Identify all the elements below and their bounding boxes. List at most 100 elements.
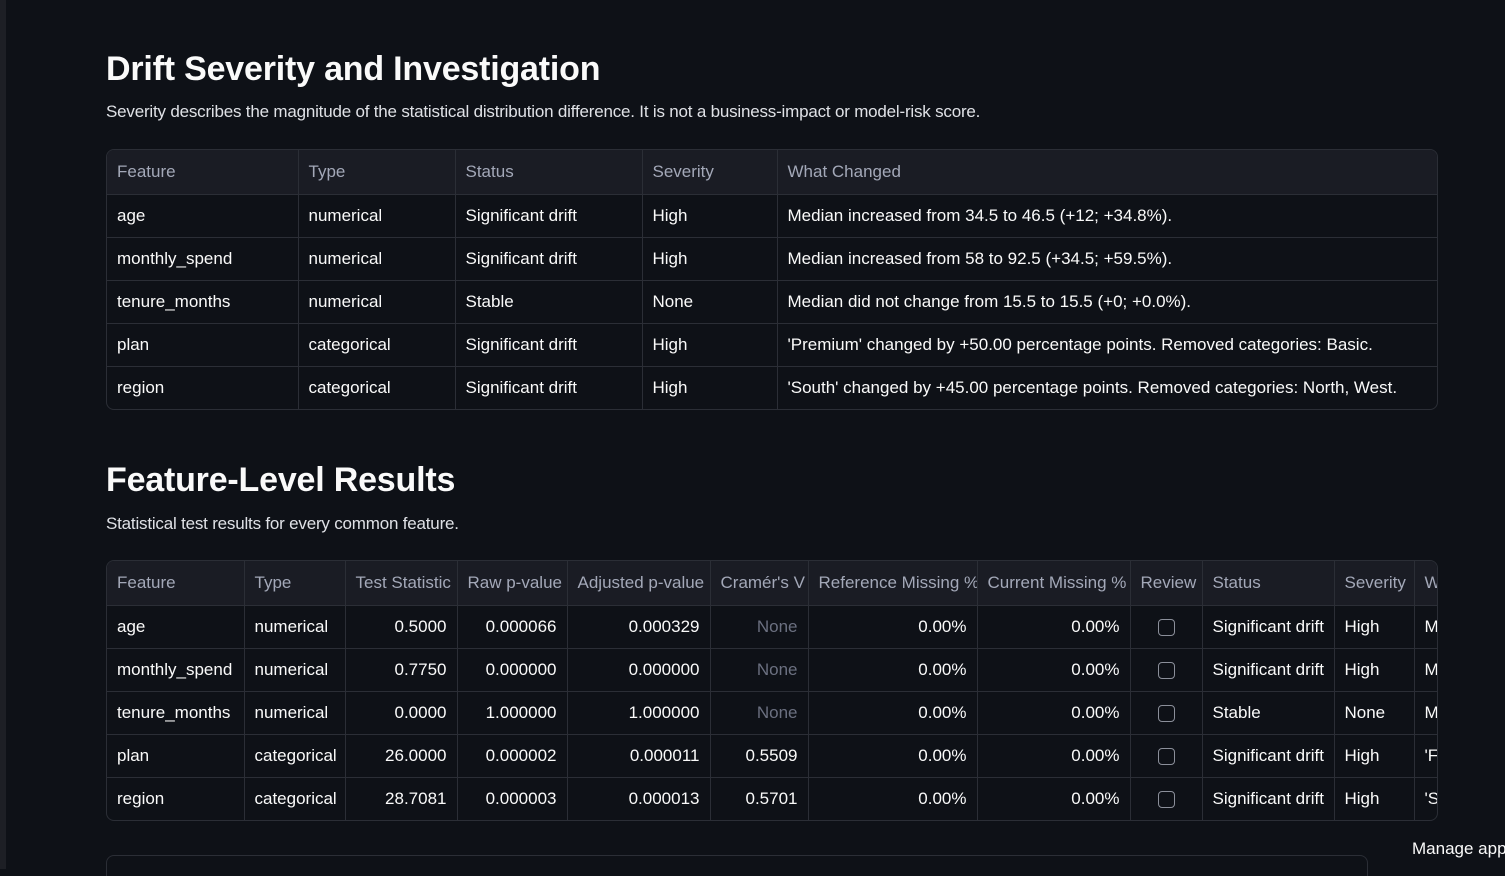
cell-feature[interactable]: plan — [107, 734, 245, 778]
cell-test-statistic[interactable]: 26.0000 — [345, 734, 458, 778]
cell-status[interactable]: Significant drift — [455, 323, 643, 367]
cell-status[interactable]: Significant drift — [1202, 648, 1335, 692]
column-header[interactable]: Severity — [642, 150, 778, 195]
column-header[interactable]: Cramér's V — [710, 561, 809, 606]
review-checkbox[interactable] — [1157, 704, 1175, 722]
column-header[interactable]: What Changed — [777, 150, 1437, 195]
table-row[interactable]: tenure_months numerical Stable None Medi… — [107, 280, 1437, 324]
cell-feature[interactable]: region — [107, 366, 299, 409]
cell-status[interactable]: Significant drift — [1202, 777, 1335, 820]
cell-status[interactable]: Stable — [455, 280, 643, 324]
cell-type[interactable]: numerical — [244, 648, 346, 692]
review-checkbox[interactable] — [1157, 747, 1175, 765]
column-header[interactable]: Test Statistic — [345, 561, 458, 606]
cell-what-changed[interactable]: M — [1414, 691, 1437, 735]
cell-type[interactable]: numerical — [298, 237, 456, 281]
cell-current-missing[interactable]: 0.00% — [977, 648, 1131, 692]
cell-type[interactable]: categorical — [298, 323, 456, 367]
cell-review[interactable] — [1130, 734, 1203, 778]
column-header[interactable]: Type — [298, 150, 456, 195]
table-row[interactable]: plan categorical Significant drift High … — [107, 323, 1437, 367]
table-row[interactable]: age numerical Significant drift High Med… — [107, 194, 1437, 238]
cell-severity[interactable]: None — [642, 280, 778, 324]
cell-severity[interactable]: High — [642, 323, 778, 367]
cell-review[interactable] — [1130, 648, 1203, 692]
cell-status[interactable]: Stable — [1202, 691, 1335, 735]
table-row[interactable]: monthly_spend numerical 0.7750 0.000000 … — [107, 648, 1437, 692]
cell-cramers-v[interactable]: 0.5509 — [710, 734, 809, 778]
drift-severity-table[interactable]: Feature Type Status Severity What Change… — [106, 149, 1438, 410]
table-row[interactable]: tenure_months numerical 0.0000 1.000000 … — [107, 691, 1437, 735]
cell-review[interactable] — [1130, 777, 1203, 820]
column-header[interactable]: Feature — [107, 150, 299, 195]
cell-type[interactable]: numerical — [298, 280, 456, 324]
cell-what-changed[interactable]: 'South' changed by +45.00 percentage poi… — [787, 377, 1398, 397]
cell-what-changed[interactable]: Median increased from 58 to 92.5 (+34.5;… — [777, 237, 1437, 281]
column-header[interactable]: W — [1414, 561, 1437, 606]
cell-test-statistic[interactable]: 28.7081 — [345, 777, 458, 820]
cell-status[interactable]: Significant drift — [455, 237, 643, 281]
cell-feature[interactable]: age — [107, 605, 245, 649]
cell-what-changed[interactable]: 'S — [1424, 788, 1438, 808]
cell-feature[interactable]: region — [107, 777, 245, 820]
cell-severity[interactable]: None — [1334, 691, 1415, 735]
column-header[interactable]: Raw p-value — [457, 561, 568, 606]
table-row[interactable]: age numerical 0.5000 0.000066 0.000329 N… — [107, 605, 1437, 649]
cell-reference-missing[interactable]: 0.00% — [808, 648, 978, 692]
cell-raw-p-value[interactable]: 0.000002 — [457, 734, 568, 778]
cell-adjusted-p-value[interactable]: 0.000011 — [567, 734, 711, 778]
cell-feature[interactable]: tenure_months — [107, 691, 245, 735]
cell-reference-missing[interactable]: 0.00% — [808, 777, 978, 820]
cell-current-missing[interactable]: 0.00% — [977, 777, 1131, 820]
cell-what-changed[interactable]: 'F — [1414, 734, 1437, 778]
cell-severity[interactable]: High — [642, 366, 778, 409]
cell-what-changed[interactable]: M — [1414, 605, 1437, 649]
cell-raw-p-value[interactable]: 0.000066 — [457, 605, 568, 649]
column-header[interactable]: Feature — [107, 561, 245, 606]
cell-what-changed[interactable]: M — [1414, 648, 1437, 692]
cell-severity[interactable]: High — [642, 194, 778, 238]
cell-what-changed[interactable]: Median increased from 34.5 to 46.5 (+12;… — [777, 194, 1437, 238]
cell-severity[interactable]: High — [642, 237, 778, 281]
table-row[interactable]: region categorical 28.7081 0.000003 0.00… — [107, 777, 1438, 820]
cell-status[interactable]: Significant drift — [455, 366, 643, 409]
cell-feature[interactable]: plan — [107, 323, 299, 367]
manage-app-button[interactable]: Manage app — [1380, 829, 1505, 869]
review-checkbox[interactable] — [1157, 790, 1175, 808]
cell-cramers-v[interactable]: 0.5701 — [710, 777, 809, 820]
cell-adjusted-p-value[interactable]: 0.000000 — [567, 648, 711, 692]
cell-current-missing[interactable]: 0.00% — [977, 605, 1131, 649]
cell-test-statistic[interactable]: 0.0000 — [345, 691, 458, 735]
cell-what-changed[interactable]: Median did not change from 15.5 to 15.5 … — [777, 280, 1437, 324]
column-header[interactable]: Status — [455, 150, 643, 195]
review-checkbox[interactable] — [1157, 661, 1175, 679]
cell-what-changed[interactable]: 'Premium' changed by +50.00 percentage p… — [777, 323, 1437, 367]
cell-cramers-v[interactable]: None — [710, 605, 809, 649]
cell-raw-p-value[interactable]: 0.000000 — [457, 648, 568, 692]
cell-feature[interactable]: monthly_spend — [107, 237, 299, 281]
cell-current-missing[interactable]: 0.00% — [977, 734, 1131, 778]
cell-adjusted-p-value[interactable]: 0.000329 — [567, 605, 711, 649]
column-header[interactable]: Status — [1202, 561, 1335, 606]
cell-cramers-v[interactable]: None — [710, 691, 809, 735]
cell-status[interactable]: Significant drift — [1202, 605, 1335, 649]
cell-current-missing[interactable]: 0.00% — [977, 691, 1131, 735]
cell-type[interactable]: numerical — [244, 605, 346, 649]
table-row[interactable]: region categorical Significant drift Hig… — [107, 366, 1437, 409]
column-header[interactable]: Reference Missing % — [808, 561, 978, 606]
cell-type[interactable]: numerical — [298, 194, 456, 238]
cell-raw-p-value[interactable]: 1.000000 — [457, 691, 568, 735]
cell-test-statistic[interactable]: 0.5000 — [345, 605, 458, 649]
cell-raw-p-value[interactable]: 0.000003 — [457, 777, 568, 820]
cell-feature[interactable]: tenure_months — [107, 280, 299, 324]
cell-type[interactable]: numerical — [244, 691, 346, 735]
column-header[interactable]: Current Missing % — [977, 561, 1131, 606]
cell-adjusted-p-value[interactable]: 0.000013 — [567, 777, 711, 820]
cell-feature[interactable]: monthly_spend — [107, 648, 245, 692]
feature-level-results-table[interactable]: Feature Type Test Statistic Raw p-value … — [106, 560, 1438, 821]
cell-reference-missing[interactable]: 0.00% — [808, 691, 978, 735]
cell-cramers-v[interactable]: None — [710, 648, 809, 692]
table-row[interactable]: plan categorical 26.0000 0.000002 0.0000… — [107, 734, 1437, 778]
column-header[interactable]: Adjusted p-value — [567, 561, 711, 606]
cell-adjusted-p-value[interactable]: 1.000000 — [567, 691, 711, 735]
